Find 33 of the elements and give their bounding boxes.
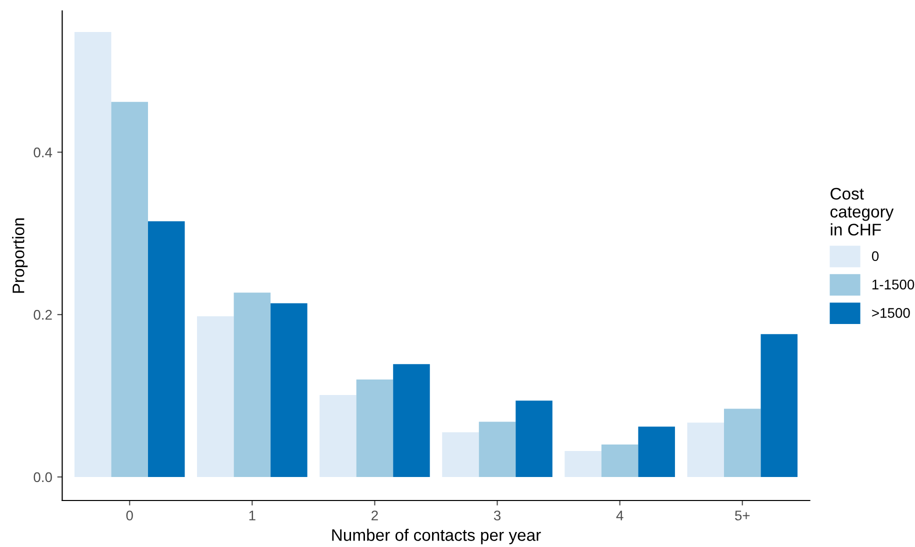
legend-label: 1-1500: [872, 280, 914, 290]
bar: [564, 450, 602, 477]
legend-title: Cost category in CHF: [830, 188, 894, 236]
x-axis-title: Number of contacts per year: [332, 528, 541, 544]
bar: [601, 444, 638, 477]
bar: [478, 422, 516, 477]
x-tick-label: 0: [126, 510, 133, 520]
x-tick-label: 2: [372, 510, 378, 520]
bar: [234, 292, 271, 477]
bar: [74, 32, 112, 477]
x-tick-label: 1: [249, 510, 256, 520]
y-tick-label: 0.2: [34, 310, 52, 320]
bar: [148, 221, 185, 477]
bar: [197, 316, 234, 477]
bar: [442, 432, 479, 477]
legend-label: 0: [872, 251, 879, 262]
bar: [687, 422, 724, 477]
bar: [393, 364, 430, 477]
y-axis-title: Proportion: [12, 218, 28, 293]
x-tick-label: 3: [494, 510, 501, 520]
bar: [356, 380, 394, 477]
legend-label: >1500: [872, 308, 910, 318]
bar: [320, 394, 356, 477]
x-tick-label: 5+: [735, 510, 750, 520]
bar: [270, 303, 308, 477]
bar: [760, 334, 798, 477]
bar: [638, 426, 675, 477]
y-tick-label: 0.0: [34, 472, 52, 482]
bar: [516, 400, 552, 477]
x-tick-label: 4: [616, 510, 624, 520]
bar: [724, 408, 761, 477]
bar: [111, 102, 148, 477]
y-tick-label: 0.4: [34, 148, 52, 158]
